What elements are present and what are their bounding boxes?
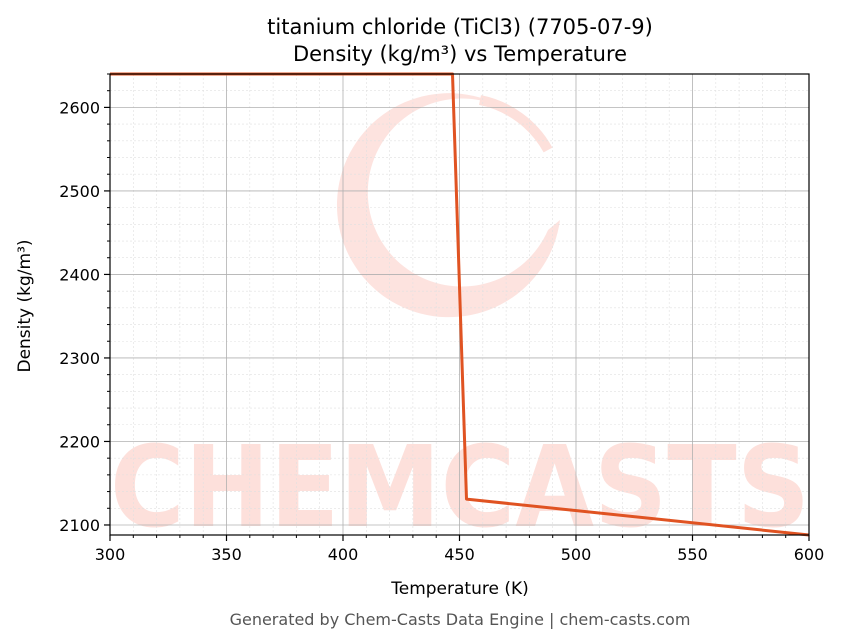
watermark-text: CHEMCASTS xyxy=(110,423,810,553)
x-tick-label: 300 xyxy=(95,545,126,564)
x-axis-label: Temperature (K) xyxy=(390,579,529,599)
x-tick-label: 450 xyxy=(444,545,475,564)
x-tick-label: 550 xyxy=(677,545,708,564)
tick-labels: 300 350 400 450 500 550 600 2100 2200 2300 2400 250… xyxy=(59,98,824,564)
y-tick-label: 2500 xyxy=(59,182,100,201)
x-tick-label: 500 xyxy=(561,545,592,564)
chart-title: titanium chloride (TiCl3) (7705-07-9) xyxy=(267,15,653,39)
y-tick-label: 2300 xyxy=(59,349,100,368)
y-tick-label: 2400 xyxy=(59,265,100,284)
chart-subtitle: Density (kg/m³) vs Temperature xyxy=(293,42,627,66)
footer-credit: Generated by Chem-Casts Data Engine | ch… xyxy=(230,610,691,629)
y-tick-label: 2100 xyxy=(59,516,100,535)
y-tick-label: 2200 xyxy=(59,432,100,451)
axis-ticks xyxy=(104,73,810,541)
y-axis-label: Density (kg/m³) xyxy=(15,239,35,372)
x-tick-label: 350 xyxy=(211,545,242,564)
x-tick-label: 600 xyxy=(794,545,825,564)
y-tick-label: 2600 xyxy=(59,98,100,117)
watermark-logo xyxy=(336,93,560,318)
x-tick-label: 400 xyxy=(328,545,359,564)
